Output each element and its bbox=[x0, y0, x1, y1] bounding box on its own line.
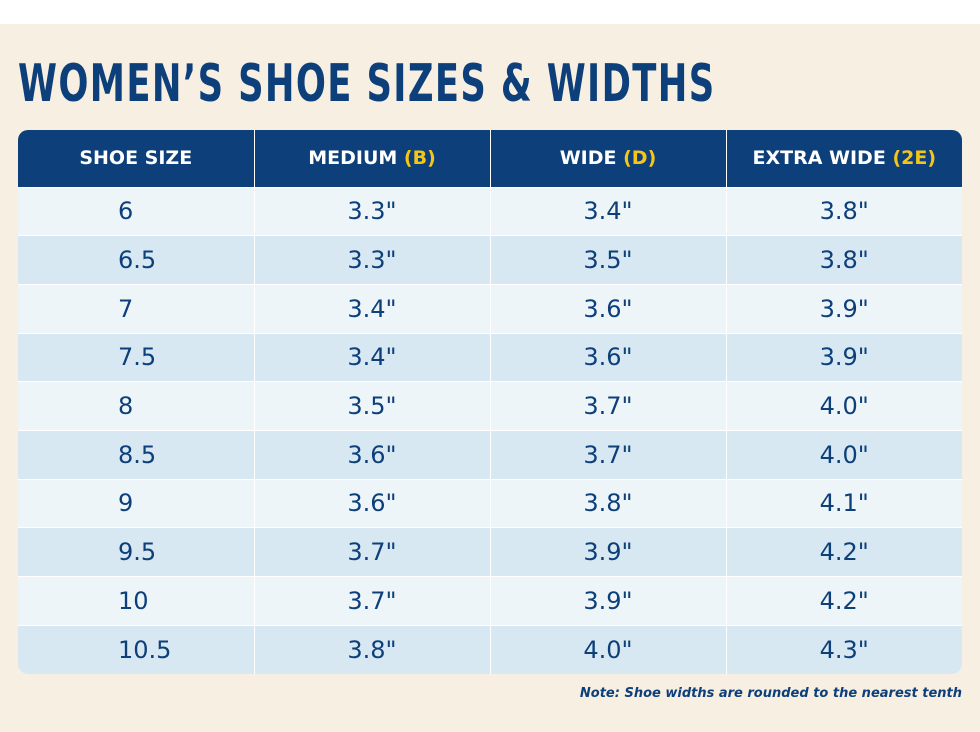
cell-medium-width: 3.3" bbox=[254, 186, 491, 236]
cell-wide-width: 4.0" bbox=[490, 624, 727, 674]
cell-medium-width: 3.5" bbox=[254, 381, 491, 431]
cell-extra-wide-width: 3.9" bbox=[726, 283, 962, 334]
page-background: WOMEN’S SHOE SIZES & WIDTHS SHOE SIZE ME… bbox=[0, 24, 980, 732]
header-label: EXTRA WIDE bbox=[752, 147, 886, 170]
cell-medium-width: 3.8" bbox=[254, 624, 491, 674]
cell-wide-width: 3.7" bbox=[490, 429, 727, 480]
header-medium: MEDIUM (B) bbox=[254, 130, 491, 187]
cell-extra-wide-width: 3.8" bbox=[726, 186, 962, 236]
cell-shoe-size: 8.5 bbox=[18, 429, 255, 480]
header-label: WIDE bbox=[559, 147, 617, 170]
cell-shoe-size: 10.5 bbox=[18, 624, 255, 674]
cell-wide-width: 3.6" bbox=[490, 283, 727, 334]
table-row: 8.5 3.6" 3.7" 4.0" bbox=[18, 429, 962, 480]
header-label: SHOE SIZE bbox=[79, 147, 193, 170]
cell-shoe-size: 10 bbox=[18, 576, 255, 626]
table-row: 8 3.5" 3.7" 4.0" bbox=[18, 381, 962, 431]
cell-wide-width: 3.8" bbox=[490, 478, 727, 528]
cell-extra-wide-width: 4.0" bbox=[726, 381, 962, 431]
cell-shoe-size: 9 bbox=[18, 478, 255, 528]
cell-medium-width: 3.4" bbox=[254, 332, 491, 382]
cell-extra-wide-width: 3.9" bbox=[726, 332, 962, 382]
header-width-code: (D) bbox=[623, 147, 657, 170]
table-row: 10.5 3.8" 4.0" 4.3" bbox=[18, 624, 962, 674]
table-body: 6 3.3" 3.4" 3.8" 6.5 3.3" 3.5" 3.8" 7 3.4" 3.6" 3.9… bbox=[18, 186, 962, 674]
cell-shoe-size: 9.5 bbox=[18, 527, 255, 577]
cell-medium-width: 3.6" bbox=[254, 478, 491, 528]
cell-shoe-size: 7 bbox=[18, 283, 255, 334]
cell-wide-width: 3.4" bbox=[490, 186, 727, 236]
page-title: WOMEN’S SHOE SIZES & WIDTHS bbox=[18, 54, 716, 114]
table-header-row: SHOE SIZE MEDIUM (B) WIDE (D) EXTRA WIDE… bbox=[18, 130, 962, 187]
cell-wide-width: 3.6" bbox=[490, 332, 727, 382]
table-row: 7.5 3.4" 3.6" 3.9" bbox=[18, 332, 962, 382]
table-row: 6 3.3" 3.4" 3.8" bbox=[18, 186, 962, 236]
cell-extra-wide-width: 4.0" bbox=[726, 429, 962, 480]
header-wide: WIDE (D) bbox=[490, 130, 727, 187]
cell-wide-width: 3.7" bbox=[490, 381, 727, 431]
header-width-code: (B) bbox=[403, 147, 436, 170]
table-row: 9 3.6" 3.8" 4.1" bbox=[18, 478, 962, 528]
cell-extra-wide-width: 3.8" bbox=[726, 235, 962, 285]
table-row: 10 3.7" 3.9" 4.2" bbox=[18, 576, 962, 626]
cell-extra-wide-width: 4.1" bbox=[726, 478, 962, 528]
header-width-code: (2E) bbox=[892, 147, 937, 170]
cell-wide-width: 3.9" bbox=[490, 527, 727, 577]
header-extra-wide: EXTRA WIDE (2E) bbox=[726, 130, 962, 187]
cell-shoe-size: 7.5 bbox=[18, 332, 255, 382]
cell-extra-wide-width: 4.2" bbox=[726, 576, 962, 626]
cell-extra-wide-width: 4.3" bbox=[726, 624, 962, 674]
cell-medium-width: 3.7" bbox=[254, 527, 491, 577]
header-label: MEDIUM bbox=[308, 147, 398, 170]
table-row: 7 3.4" 3.6" 3.9" bbox=[18, 283, 962, 334]
header-shoe-size: SHOE SIZE bbox=[18, 130, 255, 187]
table-row: 6.5 3.3" 3.5" 3.8" bbox=[18, 235, 962, 285]
cell-medium-width: 3.6" bbox=[254, 429, 491, 480]
cell-extra-wide-width: 4.2" bbox=[726, 527, 962, 577]
table-row: 9.5 3.7" 3.9" 4.2" bbox=[18, 527, 962, 577]
size-table-container: SHOE SIZE MEDIUM (B) WIDE (D) EXTRA WIDE… bbox=[18, 130, 962, 674]
footnote: Note: Shoe widths are rounded to the nea… bbox=[579, 686, 962, 701]
cell-medium-width: 3.3" bbox=[254, 235, 491, 285]
cell-wide-width: 3.5" bbox=[490, 235, 727, 285]
cell-wide-width: 3.9" bbox=[490, 576, 727, 626]
cell-medium-width: 3.4" bbox=[254, 283, 491, 334]
cell-medium-width: 3.7" bbox=[254, 576, 491, 626]
cell-shoe-size: 6 bbox=[18, 186, 255, 236]
cell-shoe-size: 8 bbox=[18, 381, 255, 431]
shoe-size-table: SHOE SIZE MEDIUM (B) WIDE (D) EXTRA WIDE… bbox=[18, 130, 962, 674]
cell-shoe-size: 6.5 bbox=[18, 235, 255, 285]
